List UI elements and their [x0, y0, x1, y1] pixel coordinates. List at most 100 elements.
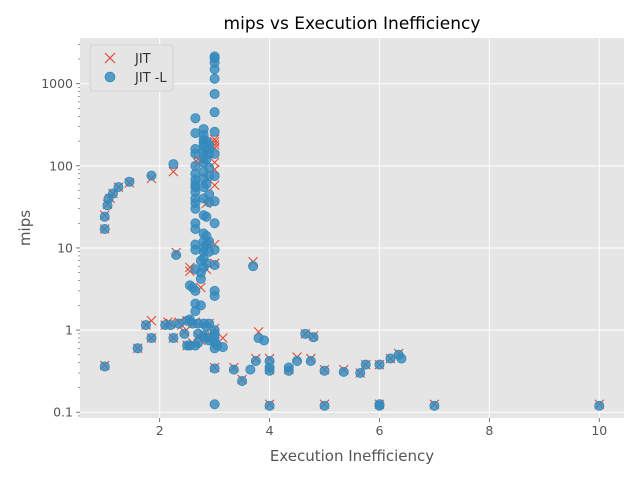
jit-l-point	[259, 335, 270, 346]
plot-area	[80, 38, 624, 418]
x-tick-label: 8	[485, 423, 493, 438]
jit-l-point	[107, 188, 118, 199]
legend-label-jit: JIT	[134, 52, 151, 67]
jit-l-point	[124, 176, 135, 187]
jit-l-point	[190, 239, 201, 250]
x-axis-label: Execution Inefficiency	[270, 447, 434, 465]
jit-l-point	[201, 258, 212, 269]
x-axis-ticks: 2 4 6 8 10	[156, 418, 607, 438]
series-jit-l	[99, 51, 605, 411]
jit-l-point	[228, 364, 239, 375]
jit-point-stroke	[168, 166, 179, 177]
jit-l-point	[204, 139, 215, 150]
jit-l-point	[283, 362, 294, 373]
x-tick-label: 10	[591, 423, 607, 438]
chart-title: mips vs Execution Inefficiency	[224, 14, 481, 34]
jit-point	[168, 166, 179, 177]
jit-l-point	[360, 359, 371, 370]
jit-l-point	[132, 343, 143, 354]
jit-l-point	[209, 171, 220, 182]
legend-label-jit-l: JIT -L	[134, 71, 167, 86]
legend-marker-jit-l	[104, 71, 116, 83]
jit-l-point	[190, 160, 201, 171]
jit-l-point	[217, 342, 228, 353]
jit-l-point	[248, 261, 259, 272]
jit-l-point	[209, 51, 220, 62]
jit-l-point	[209, 325, 220, 336]
y-axis-ticks: 0.1 1 10 100 1000	[41, 44, 80, 420]
x-tick-label: 6	[375, 423, 383, 438]
jit-l-point	[209, 363, 220, 374]
jit-l-point	[168, 333, 179, 344]
jit-point-stroke	[185, 262, 195, 273]
jit-point	[217, 333, 228, 343]
jit-l-point	[201, 211, 212, 222]
jit-l-point	[429, 400, 440, 411]
jit-l-point	[355, 368, 366, 379]
jit-l-point	[594, 400, 605, 411]
jit-l-point	[204, 318, 215, 329]
jit-l-point	[204, 236, 215, 247]
jit-l-point	[245, 364, 256, 375]
jit-l-point	[209, 126, 220, 137]
y-tick-label: 0.1	[53, 405, 73, 420]
jit-l-point	[168, 159, 179, 170]
jit-l-point	[165, 320, 176, 331]
jit-l-point	[190, 285, 201, 296]
jit-l-point	[190, 218, 201, 229]
jit-l-point	[140, 320, 151, 331]
jit-l-point	[190, 128, 201, 139]
jit-l-point	[264, 356, 275, 367]
legend: JIT JIT -L	[89, 44, 174, 92]
jit-l-point	[308, 332, 319, 343]
jit-l-point	[190, 113, 201, 124]
jit-l-point	[374, 359, 385, 370]
jit-l-point	[209, 196, 220, 207]
jit-l-point	[198, 124, 209, 135]
x-tick-label: 4	[266, 423, 274, 438]
jit-l-point	[264, 400, 275, 411]
jit-l-point	[338, 366, 349, 377]
jit-l-point	[209, 285, 220, 296]
y-tick-label: 100	[49, 158, 73, 173]
jit-l-point	[374, 399, 385, 410]
jit-l-point	[300, 328, 311, 339]
jit-point	[209, 180, 220, 191]
jit-l-point	[99, 211, 110, 222]
jit-l-point	[99, 361, 110, 372]
jit-l-point	[319, 400, 330, 411]
jit-l-point	[209, 399, 220, 410]
jit-l-point	[99, 224, 110, 235]
jit-point-stroke	[217, 333, 228, 343]
jit-l-point	[204, 189, 215, 200]
jit-l-point	[179, 328, 190, 339]
y-axis-label: mips	[16, 210, 34, 246]
jit-l-point	[190, 144, 201, 155]
legend-marker-jit	[104, 52, 116, 64]
jit-l-point	[209, 218, 220, 229]
jit-l-point	[237, 375, 248, 386]
jit-l-point	[204, 162, 215, 173]
x-tick-label: 2	[156, 423, 164, 438]
jit-l-point	[305, 356, 316, 367]
jit-l-point	[396, 353, 407, 364]
jit-l-point	[385, 353, 396, 364]
jit-l-point	[209, 107, 220, 118]
jit-l-point	[113, 182, 124, 193]
jit-point-stroke	[209, 180, 220, 191]
jit-l-point	[292, 356, 303, 367]
y-tick-label: 1000	[41, 76, 73, 91]
jit-l-point	[209, 148, 220, 159]
jit-l-point	[171, 250, 182, 261]
jit-l-point	[209, 259, 220, 270]
jit-l-point	[250, 356, 261, 367]
jit-l-point	[209, 73, 220, 84]
jit-l-point	[209, 88, 220, 99]
jit-l-point	[195, 300, 206, 311]
jit-l-point	[319, 365, 330, 376]
jit-l-point	[173, 318, 184, 329]
data-points	[99, 51, 605, 411]
y-tick-label: 1	[65, 323, 73, 338]
jit-l-point	[146, 170, 157, 181]
